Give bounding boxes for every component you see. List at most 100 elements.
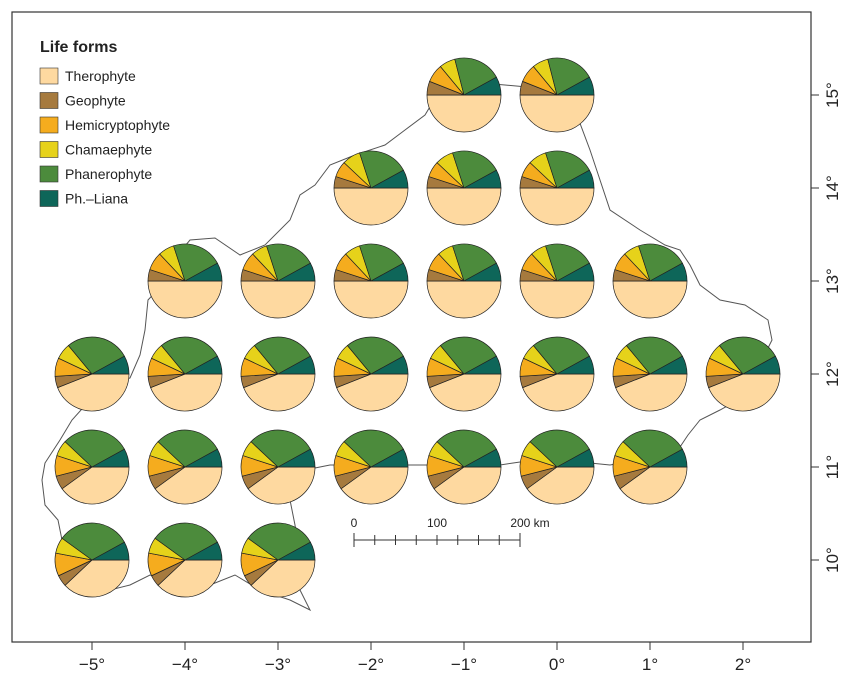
legend-items: Therophyte Geophyte Hemicryptophyte Chamaep…	[39, 67, 170, 207]
pie-slice-therophyte	[522, 373, 595, 412]
pie-slice-therophyte	[433, 466, 502, 505]
pie-slice-ph-liana	[649, 448, 688, 468]
pie-slice-phanerophyte	[346, 336, 404, 375]
pie-slice-therophyte	[154, 466, 223, 505]
pie-slice-phanerophyte	[359, 150, 404, 189]
pie-slice-phanerophyte	[436, 429, 497, 468]
x-tick-label: −3°	[265, 655, 291, 674]
y-tick-label: 13°	[823, 268, 842, 294]
pie-slice-therophyte	[64, 559, 130, 598]
pie-cell	[612, 336, 688, 412]
pie-slice-therophyte	[61, 466, 130, 505]
pie-slice-phanerophyte	[160, 336, 218, 375]
y-tick-label: 12°	[823, 361, 842, 387]
y-tick-label: 14°	[823, 175, 842, 201]
pie-slice-therophyte	[247, 466, 316, 505]
pie-slice-ph-liana	[184, 448, 223, 468]
pie-slice-therophyte	[250, 559, 316, 598]
pie-slice-therophyte	[708, 373, 781, 412]
x-tick-label: 1°	[642, 655, 658, 674]
pie-cell	[147, 522, 223, 598]
pie-slice-ph-liana	[463, 355, 502, 375]
legend-swatch	[39, 116, 59, 134]
pie-slice-therophyte	[426, 94, 502, 133]
pie-cell	[333, 243, 409, 319]
pie-layer	[54, 57, 781, 598]
pie-slice-phanerophyte	[253, 336, 311, 375]
pie-cell	[54, 336, 130, 412]
pie-slice-therophyte	[615, 373, 688, 412]
pie-cell	[426, 336, 502, 412]
pie-slice-therophyte	[526, 466, 595, 505]
pie-slice-therophyte	[619, 466, 688, 505]
pie-slice-ph-liana	[463, 169, 502, 189]
x-tick-label: 2°	[735, 655, 751, 674]
pie-cell	[333, 150, 409, 226]
pie-slice-therophyte	[336, 373, 409, 412]
x-axis: −5° −4° −3° −2° −1° 0° 1° 2°	[79, 642, 751, 674]
pie-slice-ph-liana	[556, 262, 595, 282]
pie-slice-therophyte	[243, 373, 316, 412]
x-tick-label: −4°	[172, 655, 198, 674]
pie-slice-therophyte	[429, 373, 502, 412]
pie-slice-therophyte	[519, 280, 595, 319]
legend-label: Therophyte	[65, 68, 136, 84]
pie-slice-phanerophyte	[247, 522, 311, 561]
legend-label: Hemicryptophyte	[65, 117, 170, 133]
pie-slice-phanerophyte	[454, 57, 497, 96]
y-tick-label: 10°	[823, 547, 842, 573]
pie-slice-ph-liana	[91, 355, 130, 375]
pie-slice-therophyte	[240, 280, 316, 319]
legend-label: Ph.–Liana	[65, 191, 128, 207]
pie-slice-ph-liana	[277, 355, 316, 375]
pie-slice-ph-liana	[277, 262, 316, 282]
pie-slice-phanerophyte	[343, 429, 404, 468]
legend-title: Life forms	[40, 39, 117, 56]
pie-slice-therophyte	[519, 94, 595, 133]
pie-slice-phanerophyte	[154, 522, 218, 561]
pie-slice-ph-liana	[370, 355, 409, 375]
scale-bar: 0 100 200 km	[351, 516, 550, 547]
pie-slice-ph-liana	[370, 448, 409, 468]
pie-slice-phanerophyte	[452, 150, 497, 189]
pie-slice-ph-liana	[277, 448, 316, 468]
y-axis: 10° 11° 12° 13° 14° 15°	[811, 82, 842, 573]
pie-slice-ph-liana	[556, 76, 595, 96]
x-tick-label: −1°	[451, 655, 477, 674]
pie-cell	[612, 429, 688, 505]
pie-slice-phanerophyte	[532, 336, 590, 375]
legend-swatch	[39, 165, 59, 183]
pie-cell	[147, 243, 223, 319]
pie-slice-ph-liana	[556, 448, 595, 468]
pie-cell	[426, 150, 502, 226]
plot-frame	[11, 11, 812, 643]
pie-cell	[240, 429, 316, 505]
pie-cell	[54, 429, 130, 505]
legend-swatch	[39, 141, 59, 158]
pie-slice-phanerophyte	[67, 336, 125, 375]
pie-slice-ph-liana	[649, 262, 688, 282]
pie-slice-therophyte	[612, 280, 688, 319]
pie-slice-phanerophyte	[266, 243, 311, 282]
pie-slice-ph-liana	[463, 448, 502, 468]
pie-slice-phanerophyte	[173, 243, 218, 282]
pie-slice-therophyte	[150, 373, 223, 412]
pie-slice-ph-liana	[91, 448, 130, 468]
pie-slice-ph-liana	[556, 355, 595, 375]
scale-bar-ticks	[353, 533, 521, 547]
pie-slice-phanerophyte	[625, 336, 683, 375]
pie-cell	[240, 243, 316, 319]
pie-slice-therophyte	[426, 187, 502, 226]
pie-cell	[147, 429, 223, 505]
pie-slice-ph-liana	[91, 541, 130, 561]
pie-slice-therophyte	[519, 187, 595, 226]
pie-slice-ph-liana	[556, 169, 595, 189]
x-tick-label: −5°	[79, 655, 105, 674]
y-tick-label: 15°	[823, 82, 842, 108]
y-tick-label: 11°	[823, 455, 842, 479]
pie-slice-ph-liana	[649, 355, 688, 375]
pie-slice-phanerophyte	[157, 429, 218, 468]
pie-slice-therophyte	[333, 280, 409, 319]
pie-cell	[240, 522, 316, 598]
